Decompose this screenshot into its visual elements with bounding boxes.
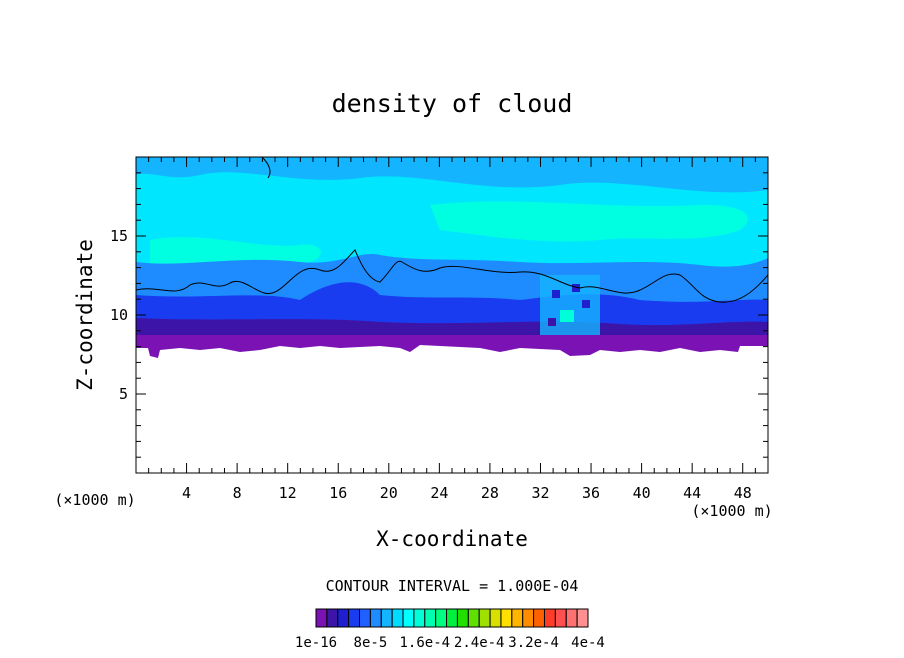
- y-tick-label: 15: [110, 227, 128, 245]
- colorbar-swatch: [543, 608, 556, 628]
- colorbar-swatch: [533, 608, 545, 628]
- colorbar-label: 4e-4: [571, 635, 605, 651]
- x-tick-label: 44: [683, 484, 701, 502]
- colorbar-swatch: [337, 608, 350, 628]
- colorbar-label: 2.4e-4: [454, 635, 505, 651]
- colorbar-swatch: [565, 608, 578, 628]
- x-axis: 4 8 12 16 20 24 28 32 36 40 44 48: [148, 157, 756, 502]
- colorbar-label: 8e-5: [354, 635, 388, 651]
- x-tick-label: 8: [233, 484, 242, 502]
- x-axis-unit-right: (×1000 m): [691, 502, 772, 520]
- colorbar-label: 1.6e-4: [400, 635, 451, 651]
- x-tick-label: 32: [531, 484, 549, 502]
- colorbar-swatch: [576, 608, 589, 628]
- x-tick-label: 36: [582, 484, 600, 502]
- y-axis: 5 10 15: [110, 172, 768, 458]
- colorbar-swatch: [424, 608, 437, 628]
- x-tick-label: 12: [279, 484, 297, 502]
- cloud-layer-lower: [136, 282, 768, 330]
- cloud-base-edge: [136, 335, 768, 358]
- colorbar: [315, 608, 589, 628]
- cloud-layer-base: [136, 318, 768, 340]
- colorbar-swatch: [402, 608, 415, 628]
- x-axis-label: X-coordinate: [376, 527, 528, 551]
- colorbar-swatch: [348, 608, 361, 628]
- chart-title: density of cloud: [332, 89, 573, 118]
- colorbar-swatch: [500, 608, 513, 628]
- colorbar-labels: 1e-16 8e-5 1.6e-4 2.4e-4 3.2e-4 4e-4: [295, 635, 605, 651]
- colorbar-swatch: [326, 608, 339, 628]
- x-tick-label: 24: [430, 484, 448, 502]
- x-tick-label: 4: [182, 484, 191, 502]
- y-tick-label: 10: [110, 306, 128, 324]
- cloud-band-mint-2: [430, 201, 748, 242]
- colorbar-swatch: [456, 608, 469, 628]
- colorbar-swatch: [446, 608, 458, 628]
- colorbar-swatch: [315, 608, 328, 628]
- cloud-band-light: [136, 157, 768, 193]
- x-tick-label: 16: [329, 484, 347, 502]
- contour-interval: CONTOUR INTERVAL = 1.000E-04: [326, 577, 579, 595]
- colorbar-swatch: [554, 608, 567, 628]
- colorbar-swatch: [413, 608, 426, 628]
- colorbar-swatch: [489, 608, 502, 628]
- convective-cell: [540, 275, 600, 335]
- colorbar-swatch: [380, 608, 393, 628]
- colorbar-label: 3.2e-4: [508, 635, 559, 651]
- colorbar-swatch: [435, 608, 448, 628]
- colorbar-swatch: [478, 608, 491, 628]
- cloud-density-field: [136, 157, 768, 473]
- colorbar-swatch: [369, 608, 382, 628]
- contour-line: [136, 249, 768, 303]
- x-tick-label: 28: [481, 484, 499, 502]
- colorbar-label: 1e-16: [295, 635, 337, 651]
- colorbar-swatch: [467, 608, 480, 628]
- colorbar-swatch: [391, 608, 404, 628]
- x-tick-label: 20: [380, 484, 398, 502]
- colorbar-swatch: [511, 608, 524, 628]
- x-axis-unit-left: (×1000 m): [54, 491, 135, 509]
- x-tick-label: 48: [734, 484, 752, 502]
- contour-line-top: [261, 157, 271, 179]
- y-tick-label: 5: [119, 385, 128, 403]
- x-tick-label: 40: [633, 484, 651, 502]
- colorbar-swatch: [359, 608, 371, 628]
- y-axis-label: Z-coordinate: [73, 239, 97, 391]
- colorbar-swatch: [522, 608, 535, 628]
